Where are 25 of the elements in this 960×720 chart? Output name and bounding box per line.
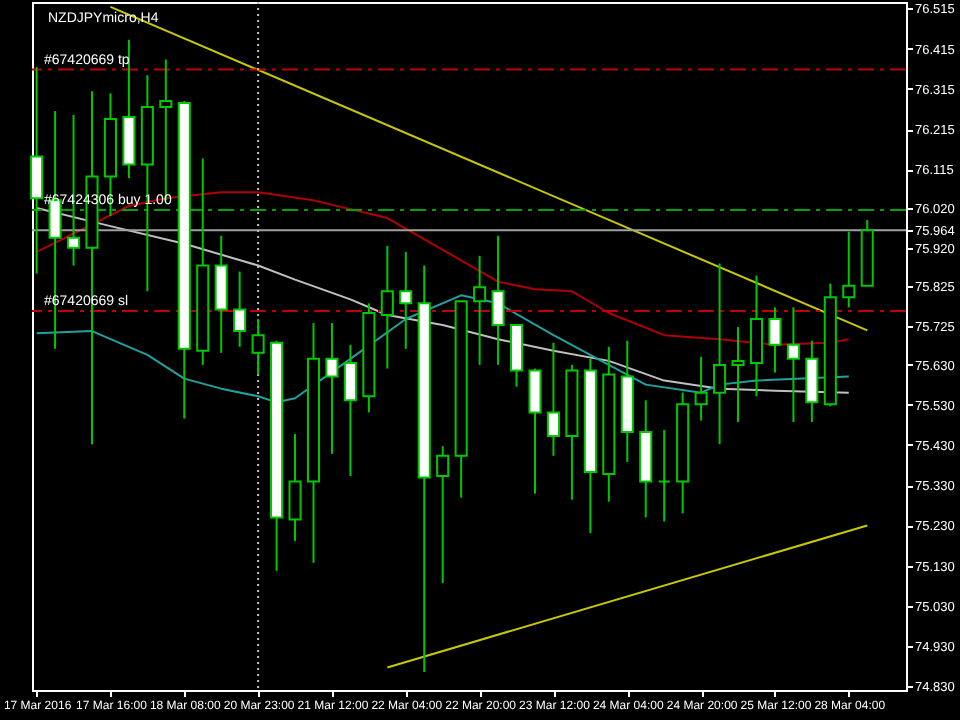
candlestick <box>325 322 339 455</box>
candlestick <box>214 234 228 354</box>
candlestick <box>786 306 800 424</box>
candlestick <box>694 355 708 422</box>
candlestick <box>473 254 487 366</box>
candlestick <box>842 230 856 309</box>
line-series <box>35 191 850 346</box>
candlestick <box>768 306 782 374</box>
candlestick <box>528 367 542 495</box>
candlestick <box>546 341 560 457</box>
candlestick <box>749 274 764 398</box>
candlestick <box>399 250 413 350</box>
candlestick <box>233 270 247 348</box>
candlestick <box>509 324 524 388</box>
candlestick <box>436 445 450 584</box>
candlestick <box>491 234 505 366</box>
candlestick <box>713 262 727 446</box>
candlestick <box>731 326 745 424</box>
candlestick <box>122 38 136 180</box>
candlestick <box>288 433 302 543</box>
candlestick <box>343 343 357 477</box>
candlestick <box>657 429 671 523</box>
candlestick <box>251 318 265 376</box>
candlestick <box>380 244 394 370</box>
candlestick <box>805 339 819 424</box>
